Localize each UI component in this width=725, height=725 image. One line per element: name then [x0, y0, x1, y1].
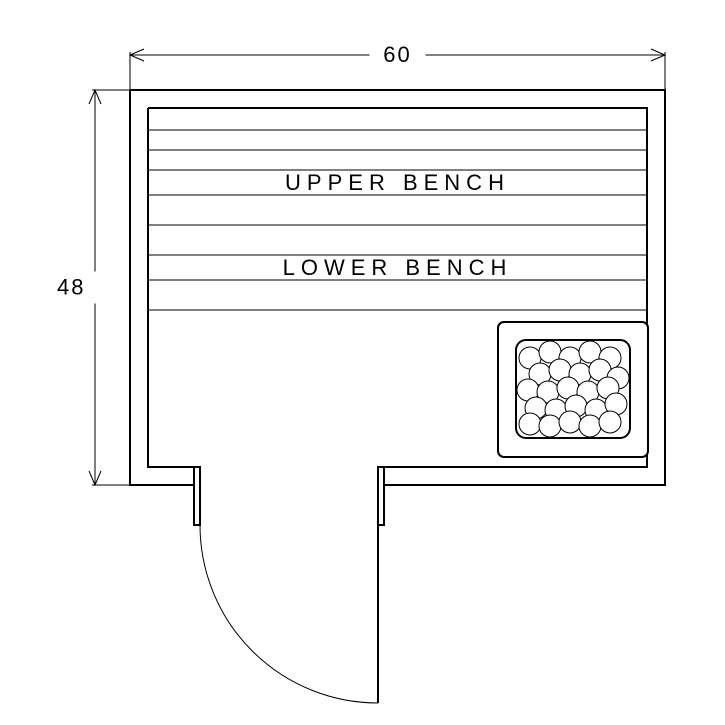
door-swing-arc — [200, 525, 378, 703]
door-jamb-left — [194, 467, 200, 525]
label-lower-bench: LOWER BENCH — [283, 255, 513, 280]
dim-left-value: 48 — [57, 275, 85, 300]
label-upper-bench: UPPER BENCH — [285, 170, 510, 195]
dim-top-value: 60 — [383, 42, 411, 67]
heater-rocks — [517, 341, 629, 437]
door-jamb-right — [378, 467, 384, 525]
